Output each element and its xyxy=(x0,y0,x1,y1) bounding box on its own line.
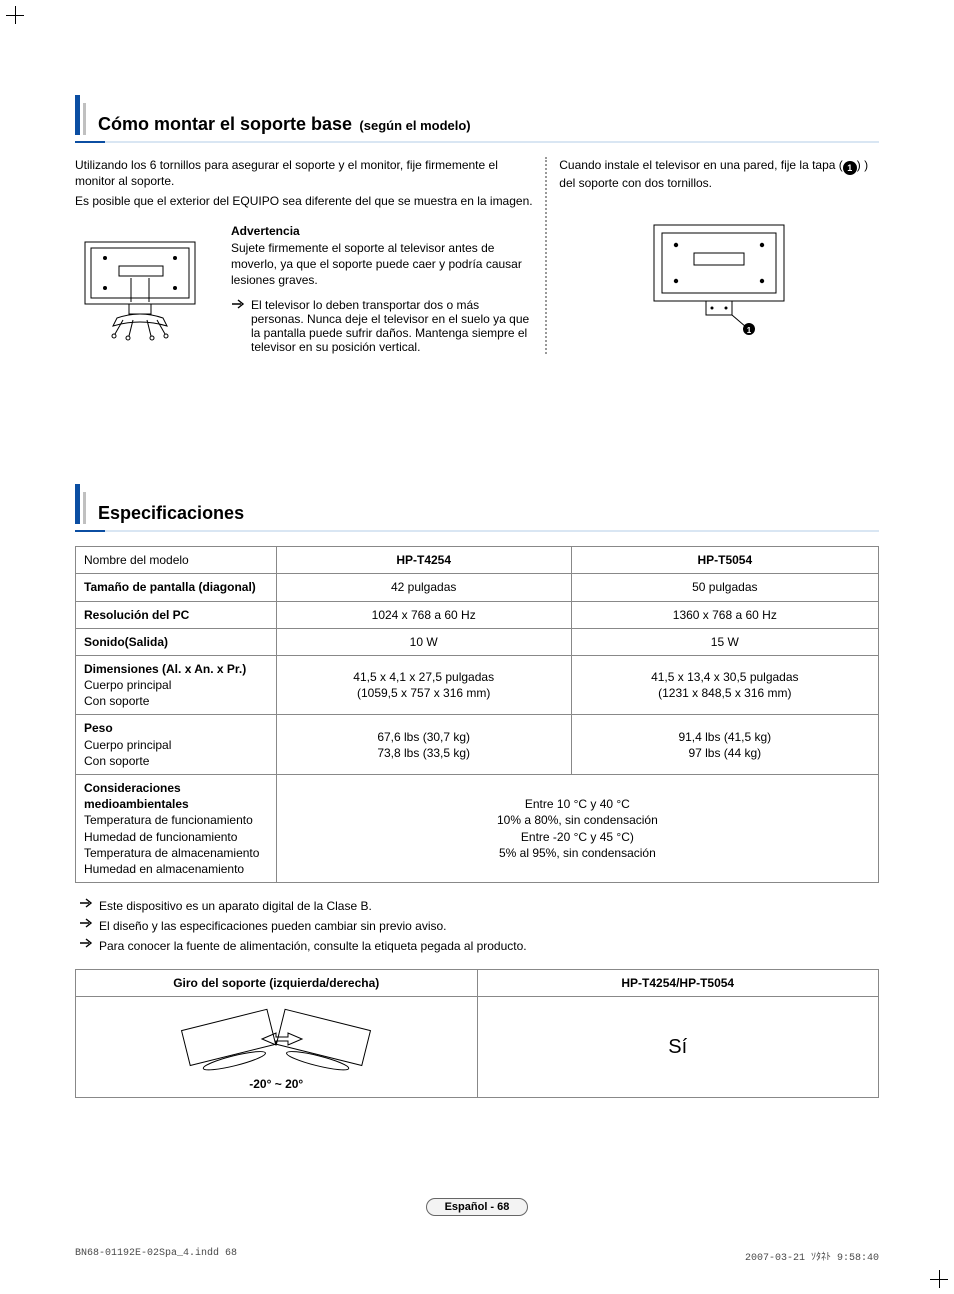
section-title: Especificaciones xyxy=(98,503,244,524)
swivel-head-right: HP-T4254/HP-T5054 xyxy=(477,970,879,997)
file-stamp: BN68-01192E-02Spa_4.indd 68 xyxy=(75,1248,237,1264)
title-rule xyxy=(75,530,879,532)
illustration-row: Advertencia Sujete firmemente el soporte… xyxy=(75,224,533,355)
note-item: Para conocer la fuente de alimentación, … xyxy=(79,937,879,955)
intro-para-1: Utilizando los 6 tornillos para asegurar… xyxy=(75,157,533,189)
two-columns: Utilizando los 6 tornillos para asegurar… xyxy=(75,157,879,354)
crop-mark xyxy=(930,1270,948,1288)
row-val-a: 42 pulgadas xyxy=(276,574,571,601)
row-val-b: 1360 x 768 a 60 Hz xyxy=(571,601,878,628)
row-val-b: 91,4 lbs (41,5 kg)97 lbs (44 kg) xyxy=(571,715,878,775)
bar-gray xyxy=(83,103,86,135)
note-item: Este dispositivo es un aparato digital d… xyxy=(79,897,879,915)
table-row: -20° ~ 20° Sí xyxy=(76,997,879,1098)
title-rule xyxy=(75,141,879,143)
transport-note-text: El televisor lo deben transportar dos o … xyxy=(251,298,533,354)
table-row: Sonido(Salida)10 W15 W xyxy=(76,628,879,655)
header-bars xyxy=(75,95,86,135)
section-title: Cómo montar el soporte base xyxy=(98,114,352,134)
tv-rear-cover-illustration: 1 xyxy=(559,211,879,341)
model-a: HP-T4254 xyxy=(276,547,571,574)
row-label: PesoCuerpo principalCon soporte xyxy=(76,715,277,775)
time-stamp: 2007-03-21 ｿﾀﾈﾄ 9:58:40 xyxy=(745,1248,879,1264)
row-label: Tamaño de pantalla (diagonal) xyxy=(76,574,277,601)
header-bars xyxy=(75,484,86,524)
note-text: Este dispositivo es un aparato digital d… xyxy=(99,897,372,915)
env-values: Entre 10 °C y 40 °C10% a 80%, sin conden… xyxy=(276,775,878,883)
spec-table: Nombre del modelo HP-T4254 HP-T5054 Tama… xyxy=(75,546,879,883)
warning-block: Advertencia Sujete firmemente el soporte… xyxy=(231,224,533,355)
page-footer: Español - 68 xyxy=(0,1198,954,1216)
wall-mount-para: Cuando instale el televisor en una pared… xyxy=(559,157,879,191)
env-sublines: Temperatura de funcionamientoHumedad de … xyxy=(84,813,259,876)
env-label: Consideraciones medioambientales Tempera… xyxy=(76,775,277,883)
crop-mark xyxy=(6,6,24,24)
intro-para-2: Es posible que el exterior del EQUIPO se… xyxy=(75,193,533,209)
section-header: Especificaciones xyxy=(75,484,879,524)
note-text: El diseño y las especificaciones pueden … xyxy=(99,917,447,935)
bar-blue xyxy=(75,484,80,524)
warning-body: Sujete firmemente el soporte al televiso… xyxy=(231,240,533,289)
svg-text:1: 1 xyxy=(747,326,752,335)
transport-note: El televisor lo deben transportar dos o … xyxy=(231,298,533,354)
arrow-icon xyxy=(79,917,93,935)
arrow-icon xyxy=(79,937,93,955)
section-subtitle: (según el modelo) xyxy=(359,118,470,133)
row-label: Resolución del PC xyxy=(76,601,277,628)
table-row: PesoCuerpo principalCon soporte67,6 lbs … xyxy=(76,715,879,775)
table-row: Giro del soporte (izquierda/derecha) HP-… xyxy=(76,970,879,997)
swivel-head-left: Giro del soporte (izquierda/derecha) xyxy=(76,970,478,997)
table-row: Tamaño de pantalla (diagonal)42 pulgadas… xyxy=(76,574,879,601)
row-label: Sonido(Salida) xyxy=(76,628,277,655)
model-b: HP-T5054 xyxy=(571,547,878,574)
left-column: Utilizando los 6 tornillos para asegurar… xyxy=(75,157,533,354)
table-row: Dimensiones (Al. x An. x Pr.)Cuerpo prin… xyxy=(76,655,879,715)
table-row: Nombre del modelo HP-T4254 HP-T5054 xyxy=(76,547,879,574)
print-metadata: BN68-01192E-02Spa_4.indd 68 2007-03-21 ｿ… xyxy=(75,1248,879,1264)
swivel-illustration-cell: -20° ~ 20° xyxy=(76,997,478,1098)
row-val-b: 50 pulgadas xyxy=(571,574,878,601)
column-separator xyxy=(545,157,547,354)
env-head: Consideraciones medioambientales xyxy=(84,781,189,811)
swivel-range: -20° ~ 20° xyxy=(84,1077,469,1091)
row-val-a: 1024 x 768 a 60 Hz xyxy=(276,601,571,628)
note-text: Para conocer la fuente de alimentación, … xyxy=(99,937,527,955)
tv-rear-stand-illustration xyxy=(75,224,215,344)
callout-1-icon: 1 xyxy=(843,161,857,175)
notes-list: Este dispositivo es un aparato digital d… xyxy=(79,897,879,955)
arrow-icon xyxy=(79,897,93,915)
table-row: Consideraciones medioambientales Tempera… xyxy=(76,775,879,883)
swivel-value: Sí xyxy=(477,997,879,1098)
table-row: Resolución del PC1024 x 768 a 60 Hz1360 … xyxy=(76,601,879,628)
section-header: Cómo montar el soporte base (según el mo… xyxy=(75,95,879,135)
wall-para-a: Cuando instale el televisor en una pared… xyxy=(559,158,843,172)
bar-gray xyxy=(83,492,86,524)
swivel-table: Giro del soporte (izquierda/derecha) HP-… xyxy=(75,969,879,1098)
right-column: Cuando instale el televisor en una pared… xyxy=(559,157,879,354)
row-val-a: 41,5 x 4,1 x 27,5 pulgadas(1059,5 x 757 … xyxy=(276,655,571,715)
spec-section: Especificaciones Nombre del modelo HP-T4… xyxy=(75,484,879,1098)
bar-blue xyxy=(75,95,80,135)
model-label: Nombre del modelo xyxy=(76,547,277,574)
row-val-a: 67,6 lbs (30,7 kg)73,8 lbs (33,5 kg) xyxy=(276,715,571,775)
row-val-b: 41,5 x 13,4 x 30,5 pulgadas(1231 x 848,5… xyxy=(571,655,878,715)
warning-heading: Advertencia xyxy=(231,224,533,238)
arrow-icon xyxy=(231,298,245,354)
note-item: El diseño y las especificaciones pueden … xyxy=(79,917,879,935)
row-label: Dimensiones (Al. x An. x Pr.)Cuerpo prin… xyxy=(76,655,277,715)
row-val-a: 10 W xyxy=(276,628,571,655)
row-val-b: 15 W xyxy=(571,628,878,655)
page-number-pill: Español - 68 xyxy=(426,1198,529,1216)
